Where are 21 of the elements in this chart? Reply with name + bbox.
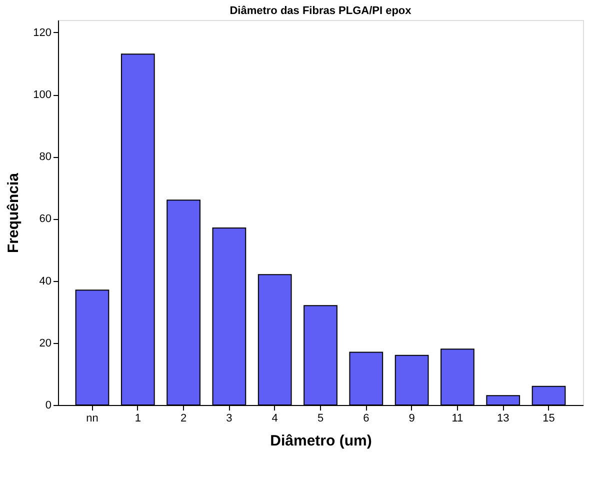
y-tick-label: 20	[39, 337, 52, 350]
x-tick-label: 4	[272, 412, 278, 424]
x-tick-label: 3	[226, 412, 232, 424]
y-tick-label: 0	[45, 400, 52, 412]
x-tick-label: 15	[542, 412, 555, 424]
x-tick-label: 6	[363, 412, 370, 424]
x-tick-label: nn	[86, 412, 98, 424]
y-tick-label: 120	[33, 26, 52, 39]
y-tick-label: 60	[39, 213, 52, 226]
y-tick-label: 40	[39, 275, 52, 288]
x-tick-label: 9	[408, 412, 415, 424]
x-tick-label: 5	[317, 412, 324, 424]
x-axis-title: Diâmetro (um)	[270, 432, 372, 450]
y-tick-label: 80	[39, 151, 52, 164]
y-axis-title: Frequência	[5, 172, 22, 254]
x-tick-label: 11	[452, 412, 464, 424]
x-tick-label: 2	[180, 412, 187, 424]
chart-title: Diâmetro das Fibras PLGA/PI epox	[230, 5, 412, 17]
y-tick-label: 100	[33, 89, 52, 102]
x-tick-label: 13	[496, 412, 510, 424]
x-tick-label: 1	[134, 412, 141, 424]
